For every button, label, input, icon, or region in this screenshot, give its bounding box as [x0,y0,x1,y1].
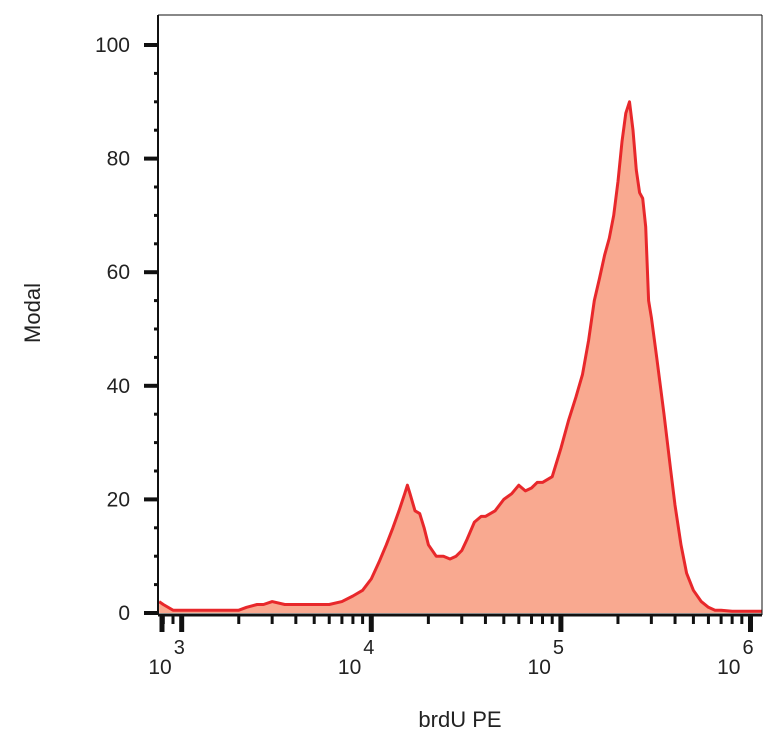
plot-area [158,100,763,614]
y-tick-label: 20 [107,488,130,511]
x-tick-label: 10 [338,656,361,679]
y-tick-label: 0 [118,602,130,625]
x-tick-label: 10 [717,656,740,679]
histogram-fill [159,101,763,614]
x-tick-exponent: 5 [553,637,564,659]
y-tick-label: 80 [107,148,130,171]
y-tick-label: 60 [107,261,130,284]
x-tick-label: 10 [528,656,551,679]
y-tick-label: 100 [95,34,130,57]
y-tick-label: 40 [107,375,130,398]
plot-frame [157,14,763,617]
x-tick-exponent: 6 [742,637,753,659]
histogram-outline [158,100,762,613]
y-axis-title: Modal [20,283,45,343]
y-axis: 0 20 40 60 80 100 [95,34,158,625]
x-axis-title: brdU PE [418,707,501,732]
x-tick-label: 10 [148,656,171,679]
x-tick-exponent: 3 [174,637,185,659]
x-tick-exponent: 4 [363,637,374,659]
